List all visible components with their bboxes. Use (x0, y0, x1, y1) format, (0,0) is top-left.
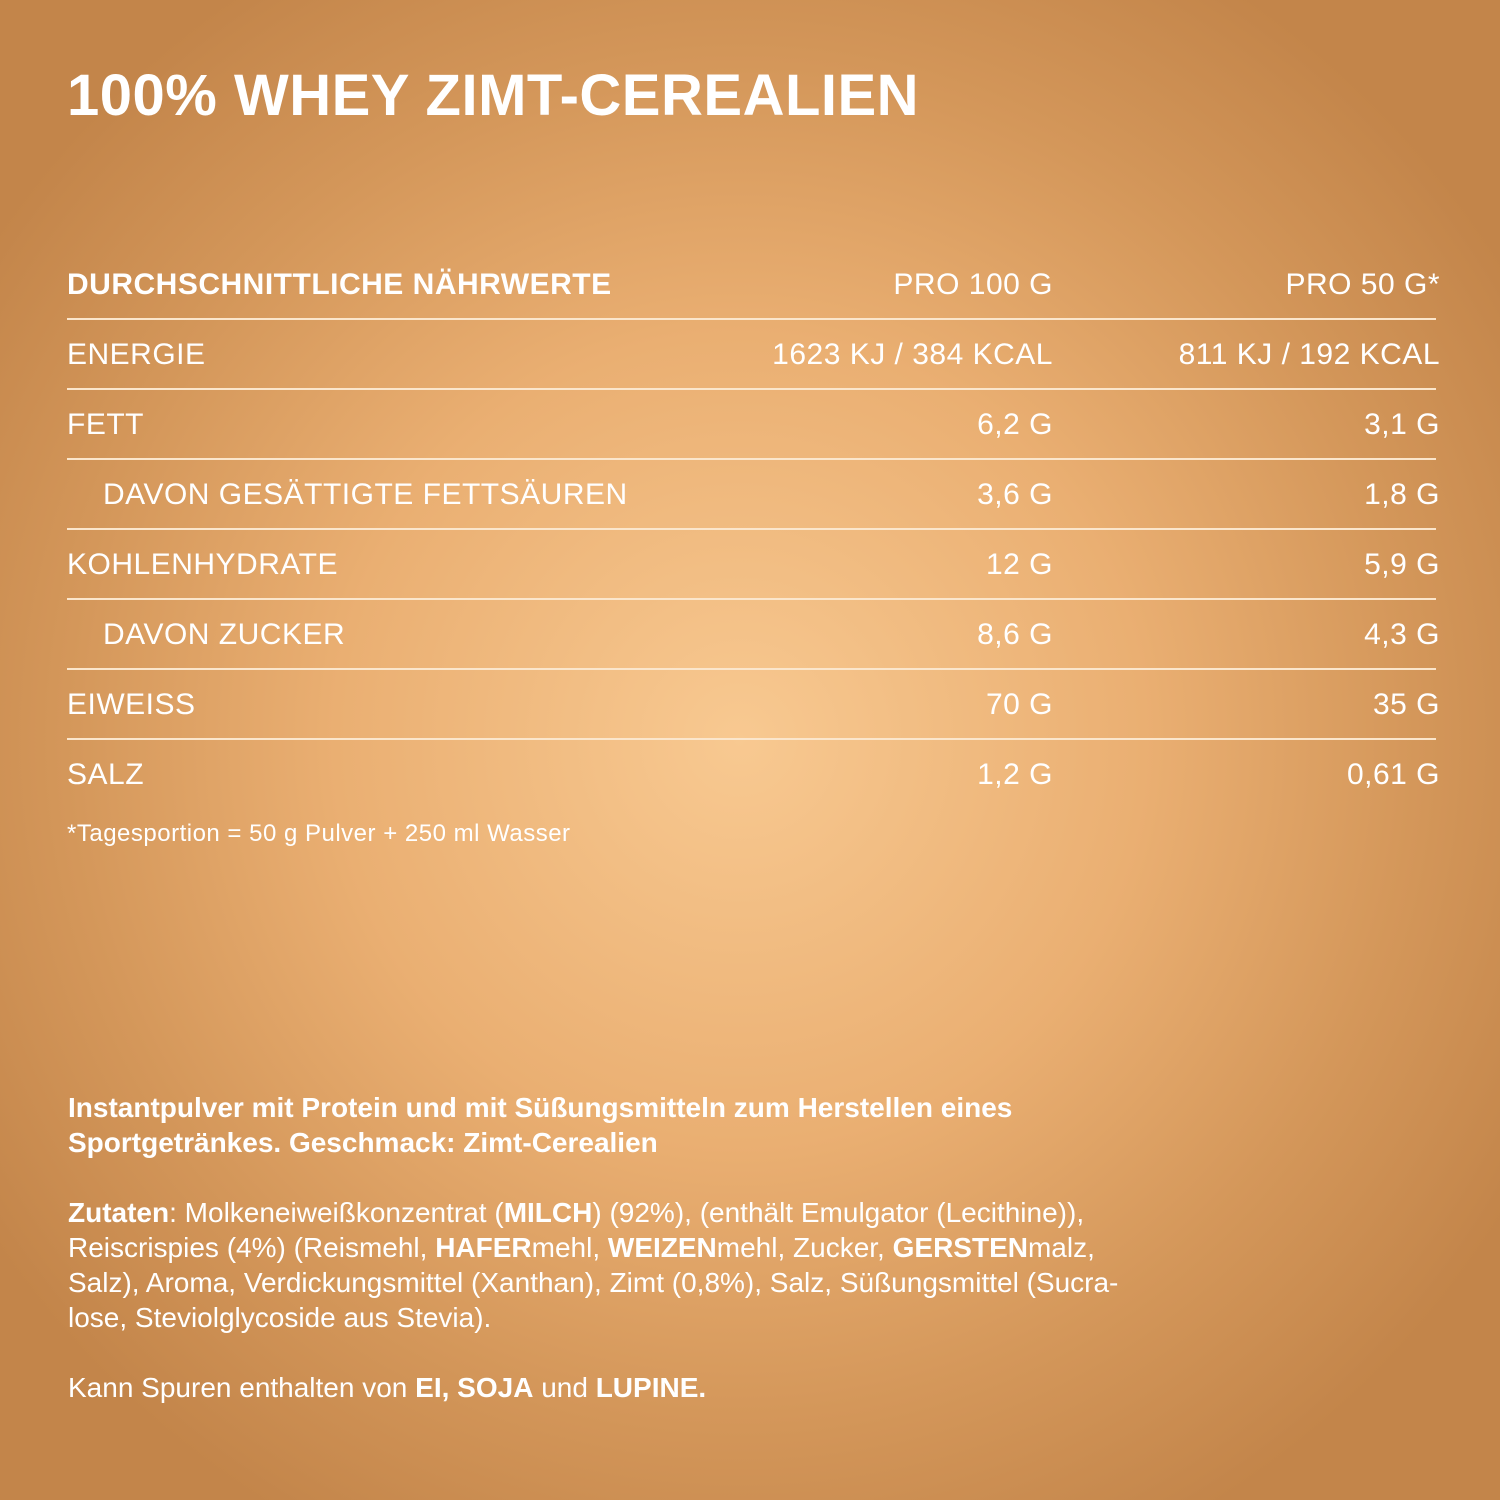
table-row: DAVON ZUCKER 8,6 G 4,3 G (67, 599, 1440, 670)
value-per-50g: 4,3 G (1364, 618, 1440, 651)
value-per-50g: 5,9 G (1364, 548, 1440, 581)
bold-text: MILCH (503, 1197, 593, 1228)
bold-text: LUPINE. (595, 1372, 707, 1403)
ingredients-line: Zutaten: Molkeneiweißkonzentrat (MILCH) … (68, 1195, 1118, 1230)
table-row: SALZ 1,2 G 0,61 G (67, 739, 1440, 809)
description: Instantpulver mit Protein und mit Süßung… (68, 1090, 1012, 1160)
divider (67, 458, 1436, 460)
table-row: FETT 6,2 G 3,1 G (67, 389, 1440, 460)
value-per-50g: 0,61 G (1346, 758, 1440, 791)
header-cell: DURCHSCHNITTLICHE NÄHRWERTE (67, 268, 612, 301)
ingredients-line: Reiscrispies (4%) (Reismehl, HAFER mehl, … (68, 1230, 1118, 1265)
divider (67, 598, 1436, 600)
table-row: ENERGIE 1623 KJ / 384 KCAL 811 KJ / 192 KC… (67, 319, 1440, 390)
title: 100% WHEY ZIMT-CEREALIEN (67, 63, 920, 128)
bold-text: WEIZEN (607, 1232, 717, 1263)
table-row: EIWEISS 70 G 35 G (67, 669, 1440, 740)
value-per-50g: 35 G (1372, 688, 1440, 721)
divider (67, 318, 1436, 320)
text: : Molkeneiweißkonzentrat ( (169, 1197, 504, 1228)
description-line: Sportgetränkes. Geschmack: Zimt-Cerealie… (68, 1127, 658, 1158)
nutrient-label: ENERGIE (67, 338, 206, 371)
header-cell: PRO 50 G* (1285, 268, 1440, 301)
text: Reiscrispies (4%) (Reismehl, (68, 1232, 436, 1263)
description-line: Instantpulver mit Protein und mit Süßung… (68, 1092, 1013, 1123)
text: malz, (1027, 1232, 1095, 1263)
divider (67, 738, 1436, 740)
value-per-50g: 1,8 G (1364, 478, 1440, 511)
nutrient-label: FETT (67, 408, 144, 441)
text: und (533, 1372, 596, 1403)
value-per-100g: 12 G (985, 548, 1053, 581)
value-per-100g: 1623 KJ / 384 KCAL (772, 338, 1053, 371)
text: lose, Steviolglycoside aus Stevia). (68, 1302, 492, 1333)
text: ) (92%), (enthält Emulgator (Lecithine))… (592, 1197, 1085, 1228)
nutrient-label: EIWEISS (67, 688, 196, 721)
nutrient-label: SALZ (67, 758, 145, 791)
divider (67, 388, 1436, 390)
divider (67, 668, 1436, 670)
value-per-50g: 811 KJ / 192 KCAL (1178, 338, 1440, 371)
text: Kann Spuren enthalten von (68, 1372, 416, 1403)
value-per-50g: 3,1 G (1364, 408, 1440, 441)
divider (67, 528, 1436, 530)
ingredients-line: lose, Steviolglycoside aus Stevia). (68, 1300, 1118, 1335)
table-row: KOHLENHYDRATE 12 G 5,9 G (67, 529, 1440, 600)
value-per-100g: 1,2 G (977, 758, 1053, 791)
table-header: DURCHSCHNITTLICHE NÄHRWERTE PRO 100 G PRO … (67, 249, 1440, 320)
text: Salz), Aroma, Verdickungsmittel (Xanthan… (68, 1267, 1119, 1298)
bold-text: GERSTEN (892, 1232, 1028, 1263)
nutrition-table: DURCHSCHNITTLICHE NÄHRWERTE PRO 100 G PRO … (67, 249, 1440, 809)
bold-text: Zutaten (68, 1197, 170, 1228)
value-per-100g: 3,6 G (977, 478, 1053, 511)
text: mehl, (531, 1232, 608, 1263)
nutrient-label: DAVON ZUCKER (103, 618, 346, 651)
bold-text: HAFER (435, 1232, 532, 1263)
value-per-100g: 6,2 G (977, 408, 1053, 441)
footnote: *Tagesportion = 50 g Pulver + 250 ml Was… (67, 820, 571, 847)
table-row: DAVON GESÄTTIGTE FETTSÄUREN 3,6 G 1,8 G (67, 459, 1440, 530)
nutrient-label: DAVON GESÄTTIGTE FETTSÄUREN (103, 478, 628, 511)
bold-text: EI, SOJA (415, 1372, 534, 1403)
value-per-100g: 70 G (985, 688, 1053, 721)
ingredients: Zutaten: Molkeneiweißkonzentrat (MILCH) … (68, 1195, 1118, 1335)
value-per-100g: 8,6 G (977, 618, 1053, 651)
ingredients-line: Salz), Aroma, Verdickungsmittel (Xanthan… (68, 1265, 1118, 1300)
text: mehl, Zucker, (716, 1232, 893, 1263)
header-cell: PRO 100 G (893, 268, 1053, 301)
nutrient-label: KOHLENHYDRATE (67, 548, 338, 581)
traces: Kann Spuren enthalten von EI, SOJA und L… (68, 1370, 706, 1405)
